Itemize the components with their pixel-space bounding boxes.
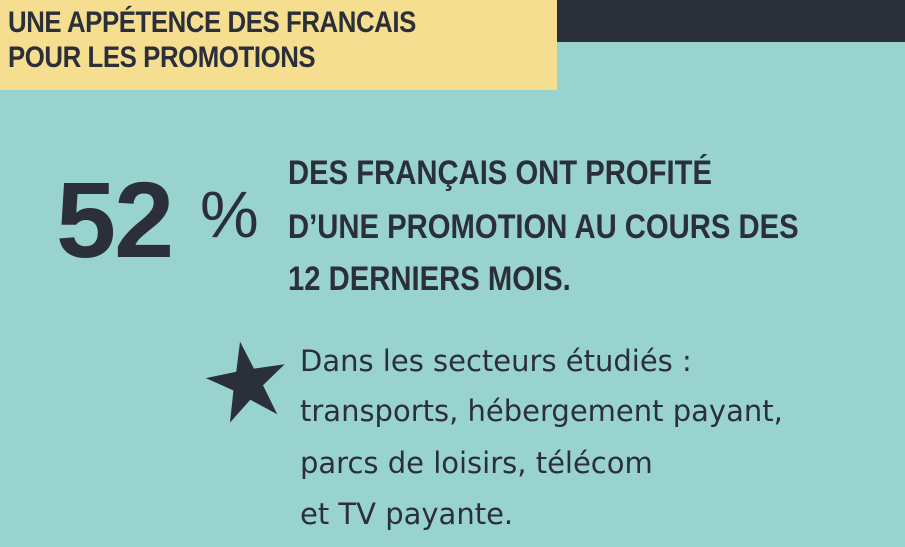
- star-icon: [205, 341, 285, 423]
- stat-description-line-1: DES FRANÇAIS ONT PROFITÉ: [288, 154, 713, 192]
- title-line-2: POUR LES PROMOTIONS: [8, 41, 316, 74]
- title-banner: UNE APPÉTENCE DES FRANCAIS POUR LES PROM…: [0, 0, 557, 90]
- title-line-1: UNE APPÉTENCE DES FRANCAIS: [8, 6, 416, 39]
- note-line-3: parcs de loisirs, télécom: [300, 446, 653, 480]
- note-line-4: et TV payante.: [300, 497, 514, 531]
- stat-value: 52: [56, 159, 174, 280]
- stat-description-line-3: 12 DERNIERS MOIS.: [288, 260, 571, 298]
- note-line-1: Dans les secteurs étudiés :: [300, 344, 692, 378]
- note-line-2: transports, hébergement payant,: [300, 394, 783, 428]
- stat-description-line-2: D’UNE PROMOTION AU COURS DES: [288, 208, 799, 246]
- stat-unit: %: [200, 177, 259, 251]
